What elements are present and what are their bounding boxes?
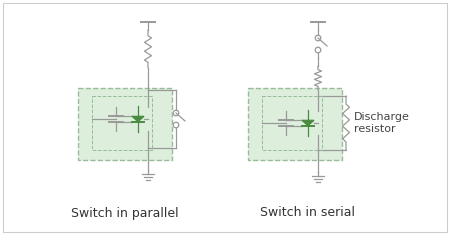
Bar — [262, 96, 322, 150]
Text: Discharge
resistor: Discharge resistor — [354, 112, 410, 134]
Bar — [78, 88, 172, 160]
Text: Switch in parallel: Switch in parallel — [71, 207, 179, 219]
Polygon shape — [132, 116, 144, 122]
Polygon shape — [302, 120, 314, 126]
Bar — [248, 88, 342, 160]
Text: Switch in serial: Switch in serial — [261, 207, 356, 219]
Bar — [92, 96, 152, 150]
